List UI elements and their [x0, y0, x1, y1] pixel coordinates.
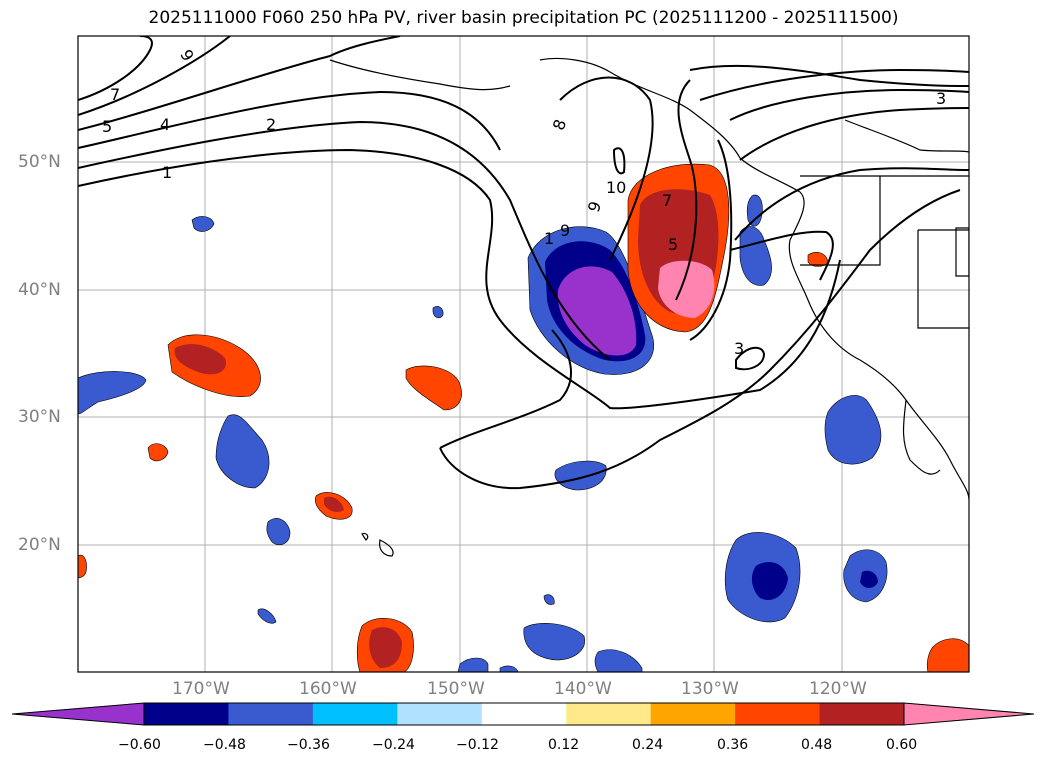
svg-text:3: 3: [734, 339, 744, 358]
colorbar-tick-label: −0.12: [456, 737, 499, 753]
negative-anomaly-max: [557, 266, 637, 356]
svg-text:10: 10: [606, 178, 626, 197]
colorbar-tick-label: −0.36: [287, 737, 330, 753]
colorbar-tick-label: 0.12: [548, 737, 580, 753]
colorbar-tick-label: 0.60: [886, 737, 918, 753]
lon-label: 170°W: [172, 679, 230, 699]
colorbar-segment: [397, 703, 483, 725]
map-panel: 9 7 5 4 2 1 8 9 10 9 1 7 5 3 3: [78, 36, 969, 672]
lat-label: 40°N: [18, 280, 61, 300]
svg-text:4: 4: [160, 115, 170, 134]
lon-label: 140°W: [554, 679, 612, 699]
colorbar-segment: [819, 703, 905, 725]
positive-anomaly-max: [658, 260, 715, 318]
colorbar-tick-label: −0.48: [203, 737, 246, 753]
colorbar-tick-label: 0.36: [717, 737, 749, 753]
colorbar: [11, 702, 1035, 726]
colorbar-tick-label: −0.24: [372, 737, 415, 753]
svg-text:9: 9: [560, 221, 570, 240]
svg-text:3: 3: [936, 89, 946, 108]
colorbar-segment: [650, 703, 736, 725]
map-frame: [77, 35, 970, 673]
colorbar-segment: [228, 703, 314, 725]
map-title: 2025111000 F060 250 hPa PV, river basin …: [148, 8, 899, 28]
lon-label: 150°W: [427, 679, 485, 699]
svg-text:5: 5: [102, 117, 112, 136]
lon-label: 130°W: [681, 679, 739, 699]
lon-label: 120°W: [809, 679, 867, 699]
svg-text:5: 5: [668, 235, 678, 254]
svg-text:7: 7: [662, 191, 672, 210]
colorbar-tick-label: 0.24: [632, 737, 664, 753]
svg-text:1: 1: [544, 229, 554, 248]
precip-shading: [78, 163, 969, 672]
colorbar-segment: [144, 703, 229, 725]
pv-contours: [78, 36, 969, 490]
colorbar-tick-label: 0.48: [801, 737, 833, 753]
svg-text:1: 1: [162, 163, 172, 182]
coastlines: [329, 57, 969, 557]
svg-text:2: 2: [266, 115, 276, 134]
gridlines: [78, 36, 969, 672]
lat-label: 30°N: [18, 407, 61, 427]
colorbar-tick-label: −0.60: [118, 737, 161, 753]
lat-label: 20°N: [18, 535, 61, 555]
colorbar-segment: [312, 703, 398, 725]
lon-label: 160°W: [299, 679, 357, 699]
lat-label: 50°N: [18, 152, 61, 172]
colorbar-segment: [735, 703, 821, 725]
colorbar-segment: [566, 703, 652, 725]
svg-text:7: 7: [110, 85, 120, 104]
colorbar-segment: [481, 703, 567, 725]
